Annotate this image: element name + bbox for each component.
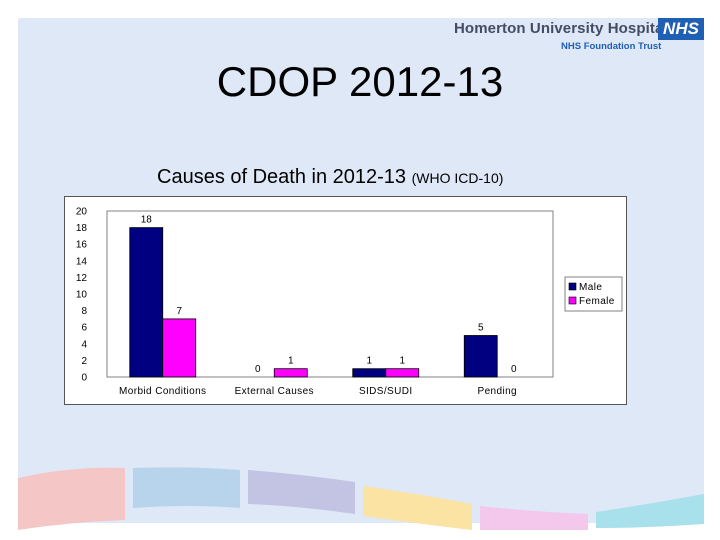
y-tick-label: 4 bbox=[81, 339, 87, 350]
data-label-male-3: 5 bbox=[478, 323, 484, 334]
y-tick-label: 6 bbox=[81, 323, 87, 334]
data-label-female-1: 1 bbox=[288, 356, 294, 367]
stripe-blue bbox=[133, 467, 240, 508]
legend-swatch-male bbox=[568, 282, 577, 291]
nhs-logo-badge: NHS bbox=[658, 18, 704, 40]
chart-frame: 0 2 4 6 8 10 12 14 16 18 20 18 7 Morbid Conditions 0 1 E… bbox=[64, 196, 627, 405]
category-label: External Causes bbox=[235, 386, 314, 397]
stripe-yellow bbox=[363, 486, 472, 530]
y-tick-label: 20 bbox=[76, 207, 88, 218]
stripe-pink bbox=[480, 506, 588, 530]
category-label: Pending bbox=[478, 386, 518, 397]
chart-subtitle: Causes of Death in 2012-13 (WHO ICD-10) bbox=[157, 166, 503, 189]
y-tick-label: 2 bbox=[81, 356, 87, 367]
chart-legend bbox=[564, 276, 623, 312]
y-tick-label: 18 bbox=[76, 223, 88, 234]
logo-trust-name: NHS Foundation Trust bbox=[561, 41, 662, 52]
bar-male-0 bbox=[129, 227, 164, 378]
category-label: Morbid Conditions bbox=[119, 386, 206, 397]
data-label-female-0: 7 bbox=[176, 306, 182, 317]
logo-hospital-name: Homerton University Hospital bbox=[454, 20, 668, 37]
legend-label-female: Female bbox=[579, 296, 615, 307]
y-tick-label: 10 bbox=[76, 290, 88, 301]
category-label: SIDS/SUDI bbox=[359, 386, 413, 397]
y-tick-label: 12 bbox=[76, 273, 88, 284]
bar-female-1 bbox=[273, 368, 308, 378]
subtitle-note-text: (WHO ICD-10) bbox=[411, 170, 504, 186]
bar-female-0 bbox=[162, 318, 197, 378]
stripe-cyan bbox=[596, 494, 704, 528]
legend-swatch-female bbox=[568, 296, 577, 305]
bar-male-3 bbox=[463, 335, 498, 378]
y-tick-label: 8 bbox=[81, 306, 87, 317]
stripe-red bbox=[18, 467, 125, 530]
data-label-male-2: 1 bbox=[366, 356, 372, 367]
data-label-male-1: 0 bbox=[255, 364, 261, 375]
bar-male-2 bbox=[352, 368, 387, 378]
legend-label-male: Male bbox=[579, 282, 602, 293]
data-label-female-2: 1 bbox=[399, 356, 405, 367]
hospital-logo: Homerton University Hospital NHS NHS Fou… bbox=[454, 16, 704, 56]
bar-female-2 bbox=[385, 368, 420, 378]
subtitle-main-text: Causes of Death in 2012-13 bbox=[157, 166, 407, 188]
y-tick-label: 14 bbox=[76, 256, 88, 267]
slide-title: CDOP 2012-13 bbox=[216, 58, 504, 105]
data-label-male-0: 18 bbox=[141, 215, 153, 226]
stripe-lavender bbox=[248, 470, 355, 514]
y-tick-label: 0 bbox=[81, 373, 87, 384]
data-label-female-3: 0 bbox=[511, 364, 517, 375]
y-tick-label: 16 bbox=[76, 240, 88, 251]
